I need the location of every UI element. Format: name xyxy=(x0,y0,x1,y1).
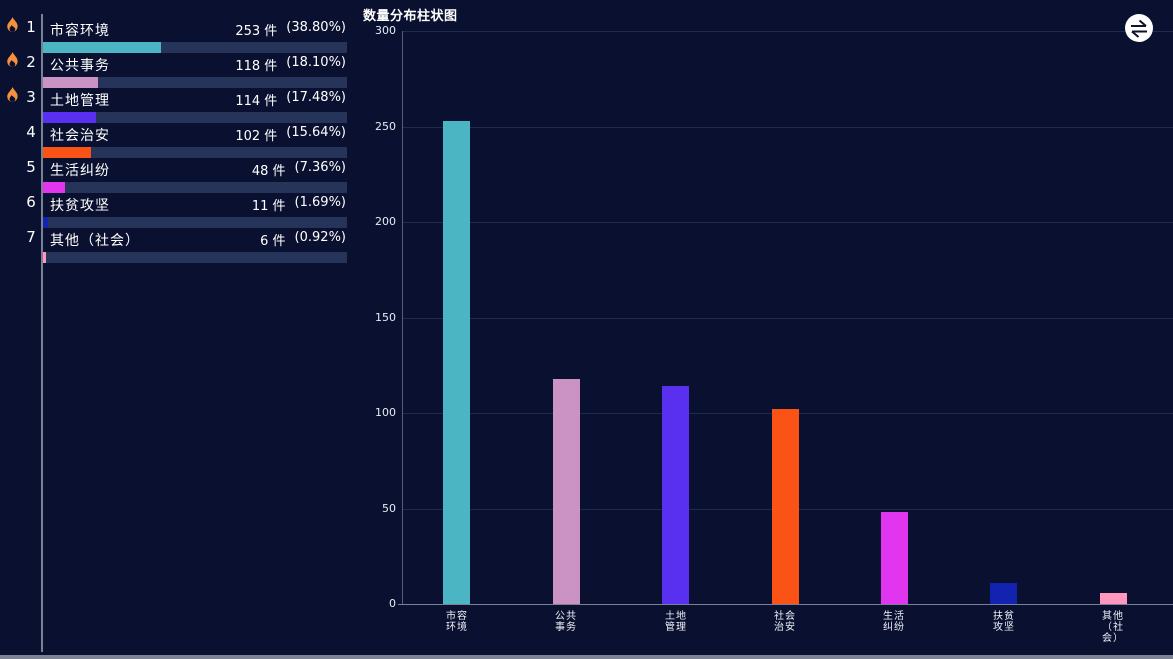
x-axis-category-label: 市容 环境 xyxy=(446,611,468,633)
category-label: 其他（社会） xyxy=(50,233,140,249)
rank-number: 6 xyxy=(26,193,36,211)
chart-bar[interactable] xyxy=(443,121,470,604)
progress-fill xyxy=(43,182,65,193)
flame-icon xyxy=(7,87,18,102)
progress-track xyxy=(43,77,347,88)
count-and-percent: 11 件 (1.69%) xyxy=(252,195,346,214)
ranking-row[interactable]: 1 市容环境 253 件 (38.80%) xyxy=(0,14,347,53)
count-value: 114 件 xyxy=(235,94,278,109)
count-value: 48 件 xyxy=(251,164,286,179)
rank-number: 1 xyxy=(26,18,36,36)
y-axis-tick-label: 0 xyxy=(389,597,396,610)
chart-bar[interactable] xyxy=(881,512,908,604)
percent-value: (17.48%) xyxy=(286,90,346,105)
progress-fill xyxy=(43,252,46,263)
x-axis-line xyxy=(398,604,1173,605)
progress-fill xyxy=(43,217,48,228)
count-value: 102 件 xyxy=(235,129,278,144)
ranking-row[interactable]: 6 扶贫攻坚 11 件 (1.69%) xyxy=(0,189,347,228)
chart-bar[interactable] xyxy=(553,379,580,604)
category-label: 社会治安 xyxy=(50,128,110,144)
y-axis-tick-label: 300 xyxy=(375,24,396,37)
x-axis-category-label: 土地 管理 xyxy=(665,611,687,633)
ranking-divider-line xyxy=(41,14,43,652)
count-and-percent: 102 件 (15.64%) xyxy=(235,125,346,144)
ranking-row[interactable]: 4 社会治安 102 件 (15.64%) xyxy=(0,119,347,158)
horizontal-scrollbar[interactable] xyxy=(0,655,1173,659)
count-value: 118 件 xyxy=(235,59,278,74)
rank-number: 5 xyxy=(26,158,36,176)
count-value: 6 件 xyxy=(260,234,286,249)
chart-bar[interactable] xyxy=(772,409,799,604)
count-value: 253 件 xyxy=(235,24,278,39)
category-label: 公共事务 xyxy=(50,58,110,74)
rank-number: 3 xyxy=(26,88,36,106)
y-axis-tick-label: 100 xyxy=(375,406,396,419)
chart-bar[interactable] xyxy=(662,386,689,604)
ranking-row[interactable]: 2 公共事务 118 件 (18.10%) xyxy=(0,49,347,88)
ranking-row[interactable]: 3 土地管理 114 件 (17.48%) xyxy=(0,84,347,123)
progress-track xyxy=(43,112,347,123)
progress-fill xyxy=(43,112,96,123)
chart-title: 数量分布柱状图 xyxy=(363,9,458,24)
progress-fill xyxy=(43,77,98,88)
y-axis-tick-label: 200 xyxy=(375,215,396,228)
percent-value: (7.36%) xyxy=(294,160,346,175)
progress-fill xyxy=(43,147,91,158)
category-label: 扶贫攻坚 xyxy=(50,198,110,214)
progress-track xyxy=(43,217,347,228)
rank-number: 4 xyxy=(26,123,36,141)
ranking-row[interactable]: 5 生活纠纷 48 件 (7.36%) xyxy=(0,154,347,193)
percent-value: (38.80%) xyxy=(286,20,346,35)
percent-value: (18.10%) xyxy=(286,55,346,70)
progress-track xyxy=(43,182,347,193)
chart-bar[interactable] xyxy=(990,583,1017,604)
flame-icon xyxy=(7,17,18,32)
flame-icon xyxy=(7,52,18,67)
rank-number: 2 xyxy=(26,53,36,71)
progress-fill xyxy=(43,42,161,53)
percent-value: (15.64%) xyxy=(286,125,346,140)
grid-line xyxy=(402,318,1173,319)
category-label: 生活纠纷 xyxy=(50,163,110,179)
ranking-row[interactable]: 7 其他（社会） 6 件 (0.92%) xyxy=(0,224,347,263)
x-axis-category-label: 公共 事务 xyxy=(555,611,577,633)
y-axis-tick-label: 150 xyxy=(375,311,396,324)
bar-chart-panel: 数量分布柱状图 0 50 100 150 200 250 300 市容 环境 公共 事务 土地 管… xyxy=(360,0,1173,659)
count-value: 11 件 xyxy=(251,199,286,214)
y-axis-line xyxy=(402,31,403,604)
grid-line xyxy=(402,127,1173,128)
progress-track xyxy=(43,42,347,53)
progress-track xyxy=(43,252,347,263)
count-and-percent: 48 件 (7.36%) xyxy=(252,160,346,179)
percent-value: (1.69%) xyxy=(294,195,346,210)
chart-bar[interactable] xyxy=(1100,593,1127,604)
y-axis-tick-label: 250 xyxy=(375,120,396,133)
count-and-percent: 118 件 (18.10%) xyxy=(235,55,346,74)
x-axis-category-label: 生活 纠纷 xyxy=(883,611,905,633)
grid-line xyxy=(402,31,1173,32)
grid-line xyxy=(402,222,1173,223)
progress-track xyxy=(43,147,347,158)
category-label: 土地管理 xyxy=(50,93,110,109)
count-and-percent: 114 件 (17.48%) xyxy=(235,90,346,109)
x-axis-category-label: 其他 （社 会） xyxy=(1102,611,1124,644)
x-axis-category-label: 社会 治安 xyxy=(774,611,796,633)
y-axis-tick-label: 50 xyxy=(382,502,396,515)
count-and-percent: 253 件 (38.80%) xyxy=(235,20,346,39)
swap-arrows-icon[interactable] xyxy=(1124,13,1154,43)
percent-value: (0.92%) xyxy=(294,230,346,245)
category-label: 市容环境 xyxy=(50,23,110,39)
count-and-percent: 6 件 (0.92%) xyxy=(260,230,346,249)
rank-number: 7 xyxy=(26,228,36,246)
x-axis-category-label: 扶贫 攻坚 xyxy=(993,611,1015,633)
